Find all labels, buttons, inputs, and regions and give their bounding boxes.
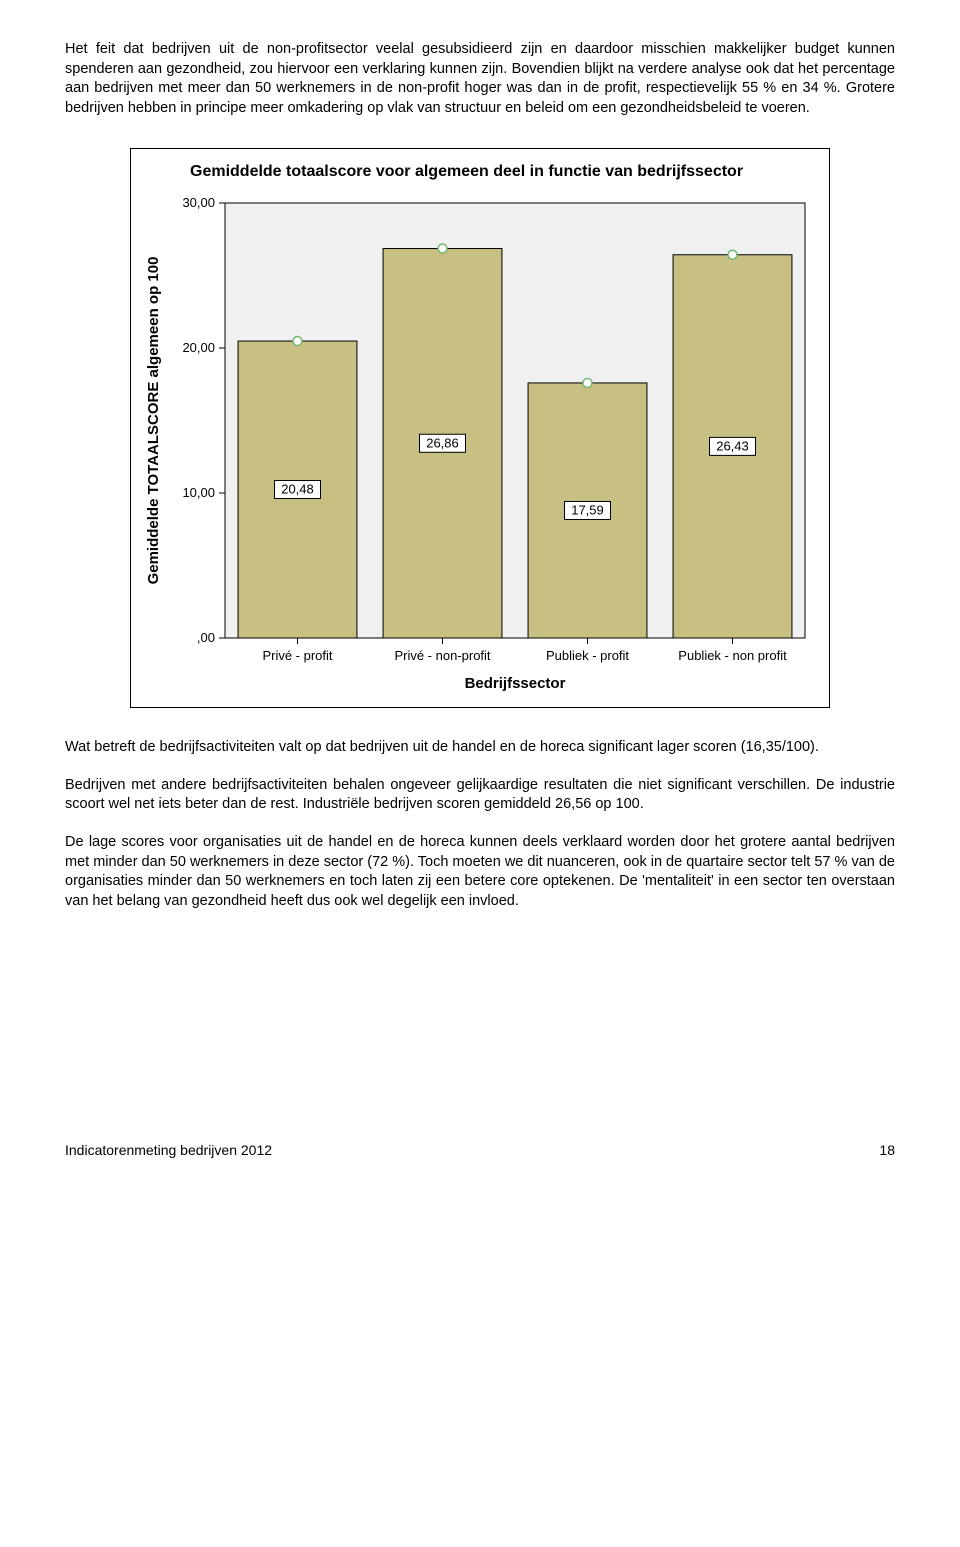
- svg-text:Privé - non-profit: Privé - non-profit: [394, 648, 490, 663]
- svg-text:20,00: 20,00: [182, 340, 215, 355]
- svg-text:17,59: 17,59: [571, 503, 604, 518]
- svg-text:30,00: 30,00: [182, 195, 215, 210]
- svg-text:26,86: 26,86: [426, 436, 459, 451]
- svg-text:Publiek - profit: Publiek - profit: [546, 648, 629, 663]
- intro-paragraph-1: Het feit dat bedrijven uit de non-profit…: [65, 40, 895, 118]
- svg-text:Gemiddelde totaalscore voor al: Gemiddelde totaalscore voor algemeen dee…: [190, 163, 743, 180]
- bar-chart: Gemiddelde totaalscore voor algemeen dee…: [130, 148, 830, 708]
- body-paragraph-4: De lage scores voor organisaties uit de …: [65, 833, 895, 911]
- svg-text:20,48: 20,48: [281, 482, 314, 497]
- body-paragraph-3: Bedrijven met andere bedrijfsactiviteite…: [65, 776, 895, 815]
- footer-doc-title: Indicatorenmeting bedrijven 2012: [65, 1141, 272, 1160]
- chart-container: Gemiddelde totaalscore voor algemeen dee…: [130, 148, 830, 708]
- svg-text:26,43: 26,43: [716, 439, 749, 454]
- svg-text:Bedrijfssector: Bedrijfssector: [465, 675, 566, 692]
- svg-text:Privé - profit: Privé - profit: [262, 648, 332, 663]
- svg-text:,00: ,00: [197, 630, 215, 645]
- body-paragraph-2: Wat betreft de bedrijfsactiviteiten valt…: [65, 738, 895, 758]
- svg-text:Gemiddelde TOTAALSCORE algemee: Gemiddelde TOTAALSCORE algemeen op 100: [145, 257, 162, 585]
- footer-page-number: 18: [879, 1141, 895, 1160]
- svg-text:10,00: 10,00: [182, 485, 215, 500]
- svg-text:Publiek - non profit: Publiek - non profit: [678, 648, 787, 663]
- page-footer: Indicatorenmeting bedrijven 2012 18: [65, 1141, 895, 1160]
